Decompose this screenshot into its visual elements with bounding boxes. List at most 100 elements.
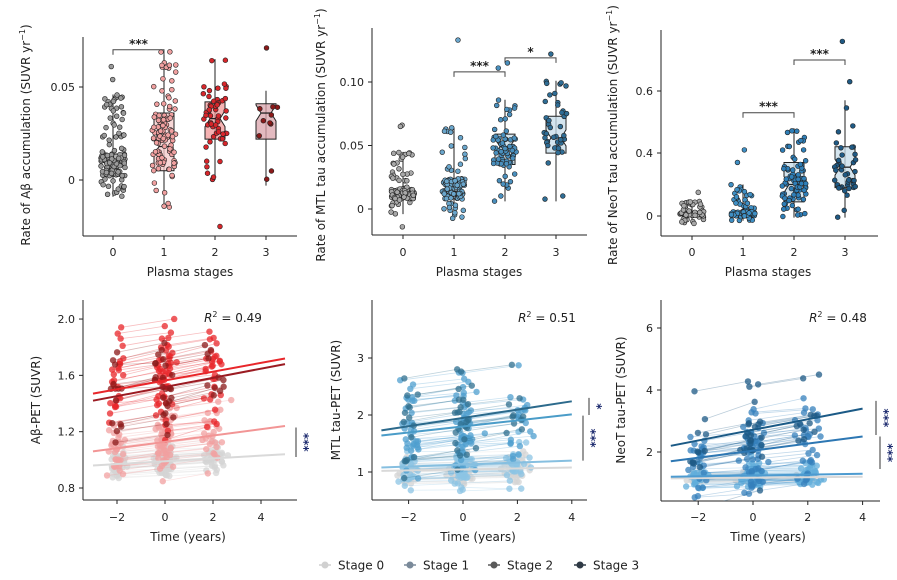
data-point (467, 432, 474, 439)
trajectory-line (113, 424, 158, 434)
trajectory-line (122, 466, 174, 475)
trajectory-line (409, 399, 459, 408)
x-tick-label: 1 (451, 246, 458, 259)
y-tick-label: 1 (357, 466, 364, 479)
data-point (211, 418, 218, 425)
trajectory-line (469, 416, 518, 424)
data-point (462, 144, 468, 151)
data-point (473, 388, 480, 396)
data-point (167, 115, 173, 121)
data-point (747, 432, 755, 439)
data-point (441, 206, 447, 212)
data-point (802, 405, 809, 412)
data-point (697, 201, 704, 207)
data-point (164, 431, 171, 439)
r-squared-label: R2 = 0.51 (518, 310, 576, 325)
trajectory-line (411, 406, 465, 414)
data-point (112, 397, 120, 404)
data-point (161, 190, 168, 196)
outlier-point (741, 147, 748, 153)
box-stage-1 (439, 37, 469, 222)
data-point (402, 458, 410, 465)
y-tick-label: 1.6 (58, 369, 76, 382)
trajectory-line (118, 430, 167, 438)
data-point (165, 352, 172, 360)
data-point (161, 322, 168, 330)
data-point (522, 439, 530, 446)
significance-bracket (112, 49, 165, 55)
y-tick-label: 1.2 (58, 426, 76, 439)
data-point (494, 102, 500, 109)
data-point (159, 374, 167, 382)
trajectory-line (460, 488, 522, 492)
data-point (118, 423, 125, 430)
data-point (456, 452, 464, 459)
data-point (111, 361, 119, 368)
data-point (756, 487, 764, 494)
data-point (758, 441, 765, 449)
data-point (204, 164, 210, 170)
data-point (511, 105, 518, 111)
data-point (511, 478, 519, 486)
data-point (409, 397, 416, 404)
x-tick-label: 0 (460, 511, 467, 524)
trajectory-line (467, 397, 520, 405)
data-point (498, 148, 504, 155)
trajectory-line (120, 332, 171, 340)
data-point (732, 477, 740, 485)
data-point (414, 475, 422, 482)
data-point (441, 191, 447, 197)
trajectory-line (410, 430, 460, 436)
data-point (800, 395, 807, 402)
data-point (550, 134, 557, 140)
y-tick-label: 0.8 (58, 482, 76, 495)
trajectory-line (165, 421, 215, 426)
data-point (159, 449, 166, 457)
data-point (851, 177, 857, 184)
trajectory-line (463, 459, 510, 464)
data-point (559, 109, 565, 116)
data-point (159, 88, 165, 94)
trajectory-line (109, 404, 158, 414)
data-point (159, 443, 166, 451)
data-point (121, 132, 127, 138)
trajectory-line (753, 465, 811, 467)
data-point (516, 395, 523, 402)
data-point (396, 149, 402, 156)
data-point (153, 140, 160, 146)
data-point (841, 188, 848, 194)
trajectory-line (704, 401, 755, 420)
panel-4: 0.8 1.2 1.6 2.0 Aβ-PET (SUVR) Time (years) −2 0… (29, 300, 311, 544)
data-point (104, 152, 111, 159)
trajectory-line (120, 414, 164, 425)
x-axis-label: Plasma stages (436, 265, 523, 279)
data-point (99, 149, 105, 155)
data-point (152, 412, 160, 419)
y-axis-label: NeoT tau-PET (SUVR) (614, 336, 628, 463)
panel-1: 0 0.05 Rate of Aβ accumulation (SUVR yr−1)… (18, 24, 297, 279)
data-point (806, 458, 814, 465)
data-point (850, 123, 856, 129)
r-squared-value: = 0.48 (823, 311, 867, 325)
data-point (747, 191, 753, 198)
y-tick-label: 2 (357, 409, 364, 422)
trajectory-line (167, 394, 214, 407)
trajectory-line (758, 415, 817, 425)
trajectory-line (458, 461, 510, 465)
data-point (545, 142, 551, 149)
box-stage-3 (831, 38, 859, 220)
data-point (563, 83, 569, 89)
data-point (455, 168, 461, 174)
data-point (806, 420, 813, 427)
data-point (747, 481, 755, 489)
box-stage-0 (388, 122, 417, 230)
data-point (215, 113, 222, 119)
data-point (557, 136, 564, 143)
data-point (169, 172, 175, 179)
data-point (786, 197, 792, 204)
data-point (207, 346, 215, 354)
x-tick-label: 0 (162, 511, 169, 524)
data-point (209, 57, 215, 64)
trajectory-line (462, 465, 518, 468)
trajectory-line (119, 452, 163, 463)
